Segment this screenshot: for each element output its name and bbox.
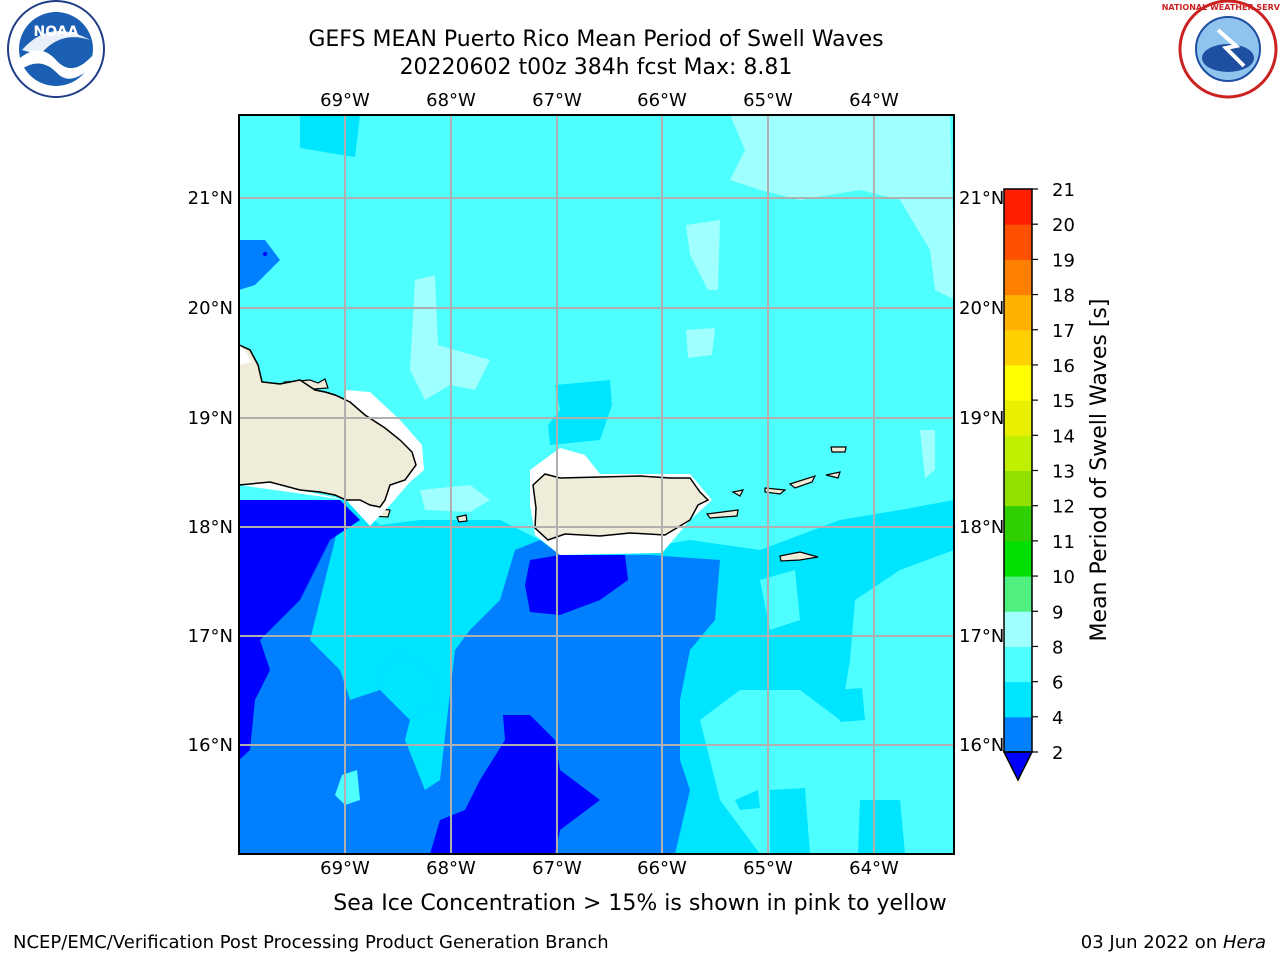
lon-label: 68°W [426,858,476,879]
lon-label: 64°W [849,90,899,111]
chart-subtitle: 20220602 t00z 384h fcst Max: 8.81 [399,55,793,80]
lon-label: 67°W [532,858,582,879]
lat-label: 20°N [188,298,233,319]
colorbar-segment [1004,224,1032,260]
colorbar-segment [1004,646,1032,683]
colorbar-tick-label: 19 [1052,250,1075,271]
colorbar-tick-label: 20 [1052,215,1075,236]
colorbar-tick-label: 2 [1052,743,1063,764]
lat-labels-left: 21°N 20°N 19°N 18°N 17°N 16°N [188,188,233,756]
colorbar-label: Mean Period of Swell Waves [s] [1087,299,1112,642]
noaa-logo: NOAA [7,0,105,98]
lon-label: 69°W [320,858,370,879]
lon-label: 66°W [637,858,687,879]
lat-label: 17°N [188,626,233,647]
colorbar-segment [1004,470,1032,507]
colorbar-segment [1004,611,1032,647]
lat-label: 21°N [188,188,233,209]
lat-label: 16°N [959,735,1004,756]
colorbar-segment [1004,540,1032,577]
colorbar [1002,188,1034,782]
colorbar-segment [1004,576,1032,612]
colorbar-segment [1004,189,1032,225]
contour-fill [239,115,954,854]
colorbar-segment [1004,364,1032,401]
colorbar-tick-label: 18 [1052,286,1075,307]
colorbar-ticks: 2 4 6 8 9 10 11 12 13 14 15 16 17 18 19 20 21 [1032,180,1075,764]
chart-title: GEFS MEAN Puerto Rico Mean Period of Swe… [308,27,884,52]
colorbar-segment [1004,400,1032,436]
lat-label: 19°N [959,408,1004,429]
colorbar-tick-label: 12 [1052,497,1075,518]
footer-date-text: 03 Jun 2022 on [1080,932,1223,953]
lon-label: 67°W [532,90,582,111]
nws-logo-text: NATIONAL WEATHER SERVICE [1162,3,1280,12]
lat-label: 21°N [959,188,1004,209]
colorbar-tick-label: 9 [1052,602,1063,623]
colorbar-tick-label: 13 [1052,462,1075,483]
lat-label: 18°N [959,517,1004,538]
lon-label: 69°W [320,90,370,111]
footer-branch: NCEP/EMC/Verification Post Processing Pr… [13,932,609,953]
colorbar-tick-label: 21 [1052,180,1075,201]
lon-label: 65°W [743,90,793,111]
colorbar-tick-label: 6 [1052,673,1063,694]
colorbar-segment [1004,681,1032,718]
lat-label: 18°N [188,517,233,538]
lat-label: 17°N [959,626,1004,647]
colorbar-segment [1004,505,1032,542]
lat-labels-right: 21°N 20°N 19°N 18°N 17°N 16°N [959,188,1004,756]
colorbar-tick-label: 4 [1052,708,1063,729]
colorbar-tick-label: 15 [1052,391,1075,412]
lon-label: 68°W [426,90,476,111]
lon-label: 65°W [743,858,793,879]
colorbar-segment [1004,294,1032,331]
footer-host: Hera [1222,932,1266,953]
lat-label: 16°N [188,735,233,756]
colorbar-tick-label: 16 [1052,356,1075,377]
gridlines [239,115,954,854]
colorbar-tick-label: 8 [1052,637,1063,658]
sea-ice-note: Sea Ice Concentration > 15% is shown in … [333,891,947,916]
colorbar-tick-label: 10 [1052,567,1075,588]
nws-logo: NATIONAL WEATHER SERVICE [1162,0,1280,99]
noaa-logo-text: NOAA [34,24,79,40]
colorbar-segment [1004,329,1032,366]
colorbar-tick-label: 14 [1052,426,1075,447]
colorbar-segment [1004,259,1032,296]
colorbar-tick-label: 17 [1052,321,1075,342]
lon-label: 64°W [849,858,899,879]
lon-labels-top: 69°W 68°W 67°W 66°W 65°W 64°W [320,90,899,111]
lon-labels-bottom: 69°W 68°W 67°W 66°W 65°W 64°W [320,858,899,879]
colorbar-extend-arrow [1002,751,1034,782]
footer-date: 03 Jun 2022 on Hera [1081,932,1266,953]
lat-label: 20°N [959,298,1004,319]
lat-label: 19°N [188,408,233,429]
colorbar-segment [1004,716,1032,753]
lon-label: 66°W [637,90,687,111]
colorbar-segment [1004,435,1032,471]
colorbar-tick-label: 11 [1052,532,1075,553]
map-frame [238,114,955,855]
